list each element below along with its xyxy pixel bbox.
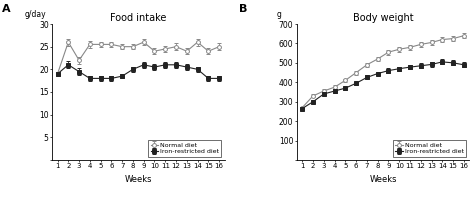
Text: g: g [276,10,281,19]
Title: Body weight: Body weight [353,13,413,23]
Legend: Normal diet, Iron-restricted diet: Normal diet, Iron-restricted diet [148,140,221,157]
Text: B: B [239,4,248,14]
Legend: Normal diet, Iron-restricted diet: Normal diet, Iron-restricted diet [393,140,466,157]
Title: Food intake: Food intake [110,13,166,23]
X-axis label: Weeks: Weeks [125,175,152,184]
X-axis label: Weeks: Weeks [369,175,397,184]
Text: A: A [2,4,11,14]
Text: g/day: g/day [25,10,46,19]
